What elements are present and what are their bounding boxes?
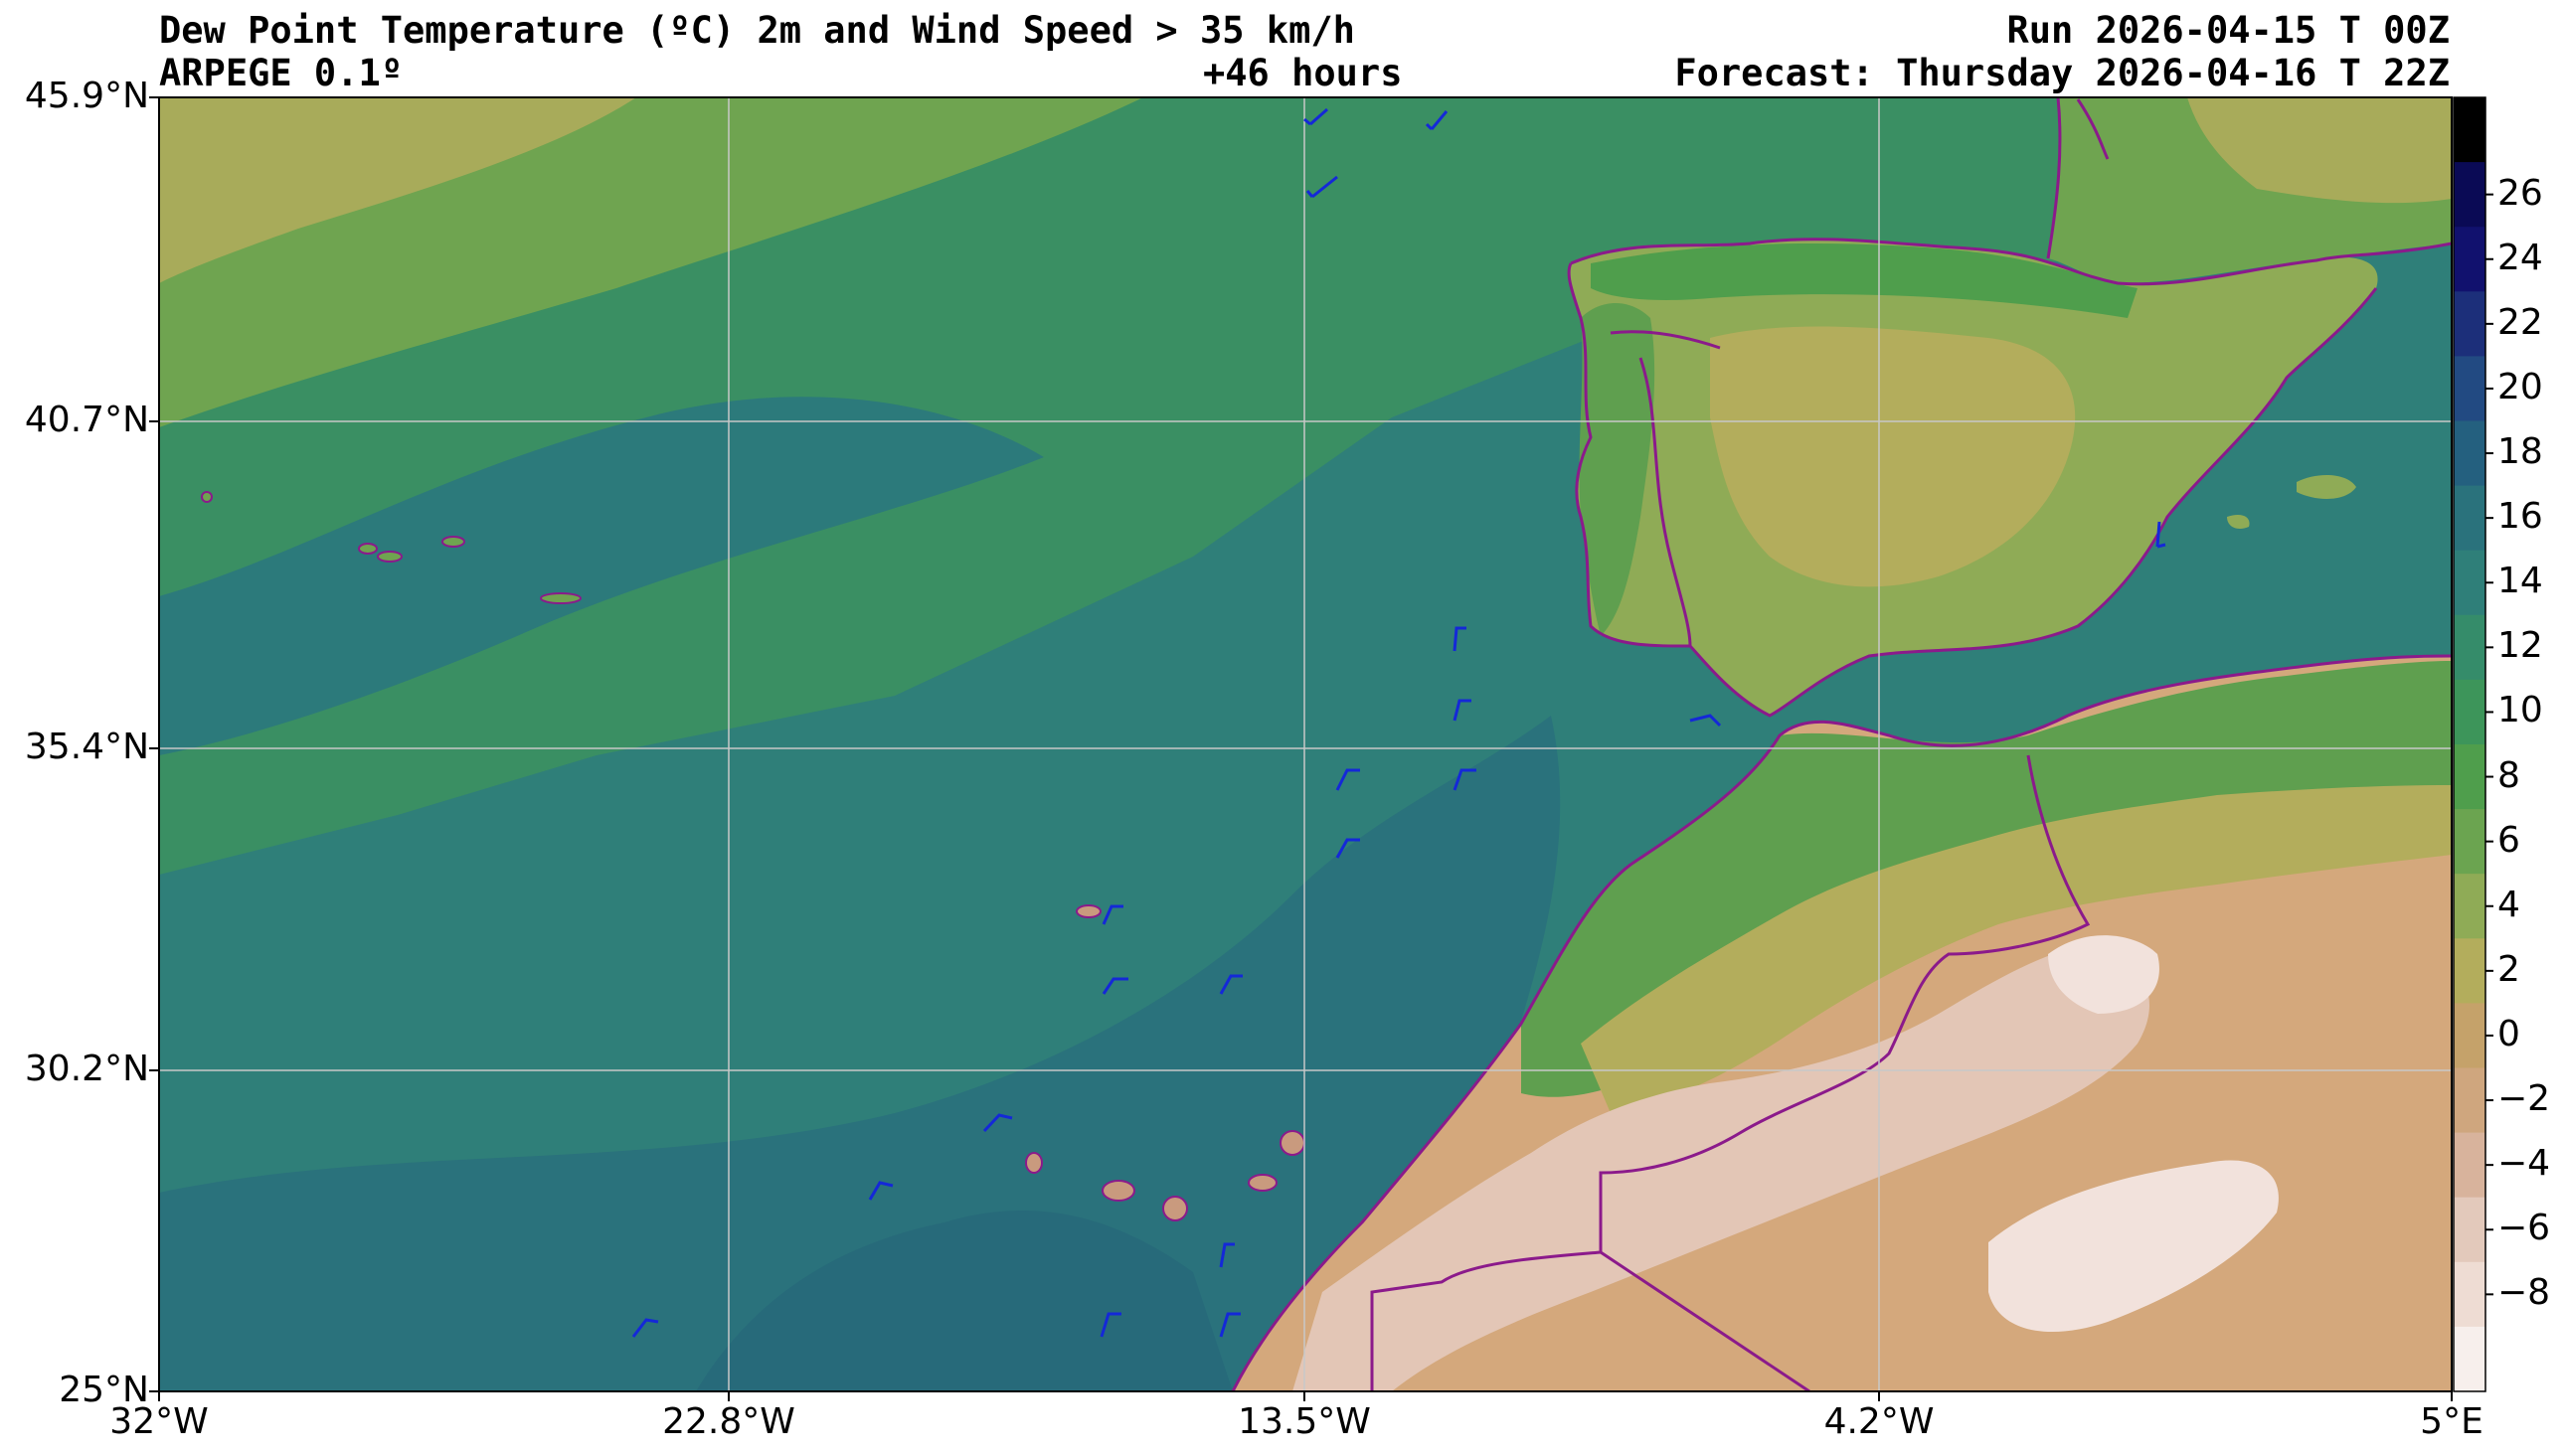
colorbar-segment — [2454, 874, 2485, 939]
colorbar-segment — [2454, 291, 2485, 357]
ocean-deep-south — [159, 716, 1561, 1391]
land-desert-pale — [1988, 1160, 2279, 1332]
land-desert-light — [1292, 944, 2149, 1391]
colorbar-segment — [2454, 1132, 2485, 1199]
madeira-islands — [1076, 904, 1102, 918]
colorbar-segment — [2454, 809, 2485, 875]
lon-label-3: 13.5°W — [1238, 1401, 1371, 1442]
colorbar-segment — [2454, 420, 2485, 487]
colorbar-tick-label: 24 — [2497, 237, 2543, 278]
colorbar-tick-label: 8 — [2497, 754, 2520, 796]
colorbar-tick-label: 6 — [2497, 819, 2520, 861]
colorbar-segment — [2454, 485, 2485, 552]
colorbar — [2454, 97, 2493, 1392]
colorbar-tick-label: 12 — [2497, 625, 2543, 667]
colorbar-segment — [2454, 1261, 2485, 1328]
lon-label-2: 22.8°W — [662, 1401, 795, 1442]
colorbar-tick-label: 10 — [2497, 690, 2543, 731]
wind-barbs — [631, 107, 2166, 1338]
ocean-deep-band-west — [159, 397, 1044, 755]
land-iberia-north-coast — [1591, 243, 2138, 318]
azores-islands — [201, 491, 582, 604]
colorbar-segment — [2454, 614, 2485, 681]
lon-label-5: 5°E — [2420, 1401, 2483, 1442]
colorbar-tick-label: 4 — [2497, 884, 2520, 925]
lon-label-4: 4.2°W — [1823, 1401, 1935, 1442]
colorbar-tick-label: 26 — [2497, 172, 2543, 214]
forecast-label: Forecast: Thursday 2026-04-16 T 22Z — [1674, 52, 2450, 94]
lead-time-label: +46 hours — [1203, 52, 1403, 94]
lat-label-2: 40.7°N — [24, 400, 149, 440]
land-iberia-plateau — [1710, 326, 2076, 587]
colorbar-tick-label: 14 — [2497, 561, 2543, 602]
graticule — [159, 97, 2452, 1391]
ocean-mid-south — [696, 1211, 1233, 1391]
colorbar-segment — [2454, 1197, 2485, 1263]
canary-islands — [1025, 1130, 1305, 1221]
colorbar-segment — [2454, 97, 2485, 163]
colorbar-segment — [2454, 1067, 2485, 1134]
run-label: Run 2026-04-15 T 00Z — [2006, 9, 2450, 52]
land-atlas-olive — [1581, 785, 2452, 1113]
colorbar-segment — [2454, 550, 2485, 616]
colorbar-segment — [2454, 679, 2485, 745]
lat-label-5: 25°N — [59, 1370, 149, 1410]
colorbar-tick-label: −6 — [2497, 1208, 2551, 1249]
land-iberia-west-coast — [1579, 303, 1655, 636]
colorbar-segment — [2454, 744, 2485, 810]
colorbar-tick-label: 16 — [2497, 496, 2543, 538]
ocean-khaki-nw — [159, 97, 636, 283]
colorbar-tick-label: 20 — [2497, 366, 2543, 407]
colorbar-segment — [2454, 1003, 2485, 1068]
colorbar-tick-label: −8 — [2497, 1272, 2551, 1314]
colorbar-segment — [2454, 162, 2485, 228]
colorbar-tick-label: 18 — [2497, 431, 2543, 473]
axis-ticks — [149, 96, 2453, 1401]
land-balearics — [2227, 475, 2356, 529]
lat-label-3: 35.4°N — [24, 727, 149, 767]
country-borders — [1231, 97, 2452, 1391]
map-title: Dew Point Temperature (ºC) 2m and Wind S… — [159, 9, 1355, 52]
colorbar-segment — [2454, 227, 2485, 292]
lon-label-1: 32°W — [109, 1401, 209, 1442]
colorbar-segment — [2454, 1326, 2485, 1392]
land-france-olive — [2187, 97, 2452, 204]
colorbar-segment — [2454, 356, 2485, 421]
colorbar-tick-label: 0 — [2497, 1013, 2520, 1054]
colorbar-segment — [2454, 938, 2485, 1004]
colorbar-tick-label: 2 — [2497, 948, 2520, 990]
colorbar-tick-label: 22 — [2497, 301, 2543, 343]
lat-label-4: 30.2°N — [24, 1049, 149, 1089]
model-label: ARPEGE 0.1º — [159, 52, 404, 94]
colorbar-tick-label: −4 — [2497, 1143, 2551, 1185]
lat-label-1: 45.9°N — [24, 76, 149, 116]
colorbar-frame — [2453, 96, 2486, 1392]
colorbar-tick-label: −2 — [2497, 1078, 2551, 1120]
land-desert-pale-2 — [2048, 935, 2159, 1014]
map-field — [159, 97, 2452, 1391]
